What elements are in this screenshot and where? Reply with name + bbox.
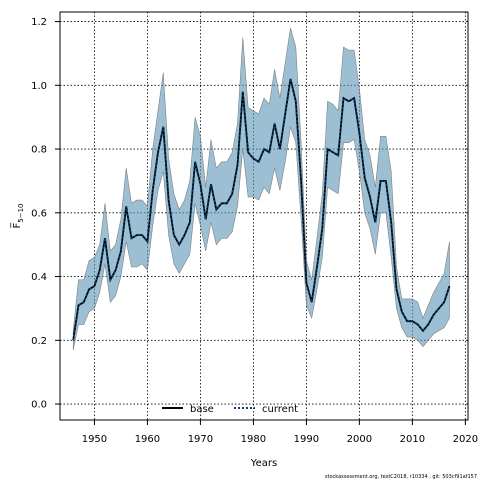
legend-base-label: base [190, 404, 214, 415]
y-tick-label: 0.0 [31, 400, 47, 411]
x-tick-label: 2000 [347, 434, 372, 445]
footer-note: stockassessment.org, testC2018, r10334 ,… [325, 474, 477, 480]
x-tick-label: 1960 [135, 434, 160, 445]
y-axis-title-sub: 5−10 [17, 204, 25, 223]
y-tick-label: 0.4 [31, 272, 47, 283]
confidence-band [72, 27, 450, 350]
y-tick-label: 1.2 [31, 17, 47, 28]
x-tick-label: 2010 [400, 434, 425, 445]
legend-current-label: current [262, 404, 298, 415]
x-axis: 1950 1960 1970 1980 1990 2000 2010 2020 [82, 420, 478, 445]
y-tick-label: 0.8 [31, 145, 47, 156]
x-tick-label: 1980 [241, 434, 266, 445]
svg-text:F̅5−10: F̅5−10 [10, 204, 25, 229]
legend: base current [162, 404, 298, 415]
x-tick-label: 1990 [294, 434, 319, 445]
y-axis-title-main: F̅ [10, 222, 23, 229]
y-axis: 0.0 0.2 0.4 0.6 0.8 1.0 1.2 [31, 17, 60, 411]
y-tick-label: 0.6 [31, 208, 47, 219]
y-axis-title: F̅5−10 [10, 204, 25, 229]
series-current-line [72, 78, 451, 341]
y-tick-label: 1.0 [31, 81, 47, 92]
x-tick-label: 2020 [453, 434, 478, 445]
y-tick-label: 0.2 [31, 336, 47, 347]
plot-frame [59, 11, 469, 421]
x-tick-label: 1950 [82, 434, 107, 445]
x-axis-title: Years [250, 458, 277, 469]
x-tick-label: 1970 [188, 434, 213, 445]
